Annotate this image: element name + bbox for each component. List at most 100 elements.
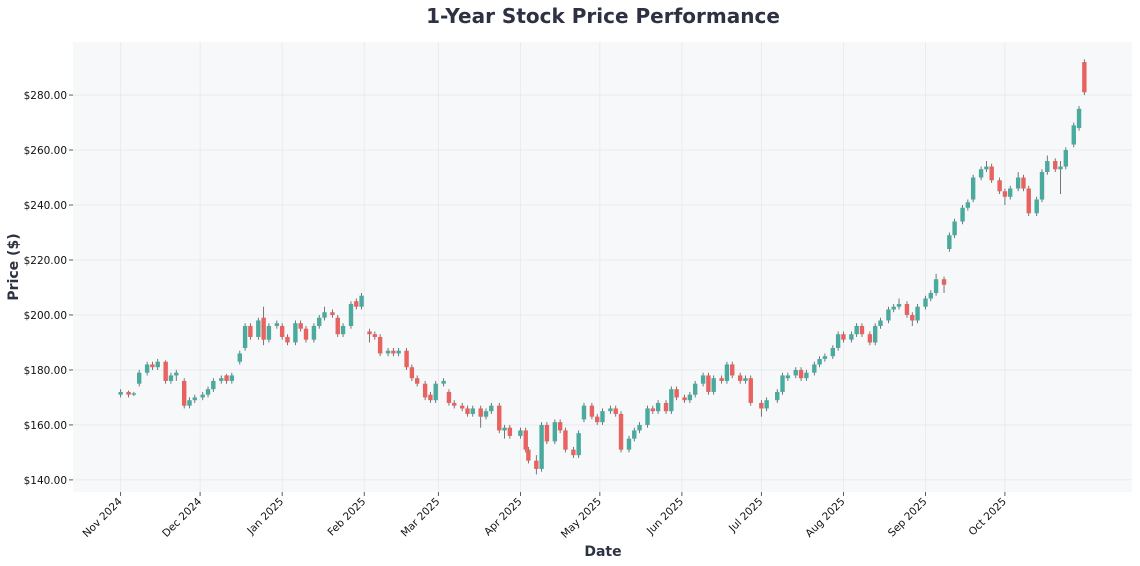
y-tick-label: $140.00 [24, 475, 67, 487]
candle-body [330, 312, 335, 315]
candle [923, 295, 928, 310]
candle-body [205, 389, 211, 395]
candle [544, 422, 550, 445]
candle-body [910, 314, 915, 321]
candle [571, 446, 576, 458]
candle-body [155, 361, 160, 368]
candle [489, 402, 494, 414]
candle-body [706, 375, 711, 392]
candles [118, 59, 1087, 475]
candle [168, 372, 174, 384]
candle-body [497, 405, 502, 431]
candle-body [118, 391, 123, 395]
candle-body [748, 378, 753, 403]
candle [780, 372, 785, 395]
candle-body [1045, 161, 1050, 173]
candle [618, 411, 624, 453]
candle-body [359, 295, 364, 307]
candle-body [1021, 177, 1026, 189]
candle-body [211, 380, 216, 390]
candle [1063, 147, 1069, 170]
candle [997, 177, 1002, 195]
x-tick-label: Aug 2025 [803, 496, 847, 540]
candle-body [242, 325, 248, 348]
candle [155, 358, 160, 370]
candle-body [859, 325, 865, 335]
candle-body [1034, 199, 1039, 214]
candle [534, 455, 539, 475]
candle-body [502, 427, 507, 431]
candle [322, 306, 327, 321]
candle [391, 347, 396, 357]
candle-body [248, 325, 253, 337]
y-tick-label: $260.00 [24, 145, 67, 157]
candle-body [1058, 166, 1063, 170]
candle-body [576, 433, 581, 456]
candle-body [970, 177, 976, 200]
candle-body [724, 364, 730, 381]
candle [507, 424, 513, 439]
candle-body [459, 405, 465, 409]
candle [1008, 185, 1013, 200]
y-tick-label: $220.00 [24, 255, 67, 267]
candle [978, 166, 984, 181]
y-tick-label: $200.00 [24, 310, 67, 322]
candle-body [354, 301, 359, 307]
candle-body [1015, 177, 1021, 189]
candle [737, 372, 743, 384]
candle [266, 323, 272, 343]
x-axis: Nov 2024 Dec 2024 Jan 2025 Feb 2025 Mar 2025… [81, 492, 1009, 541]
candle-body [878, 320, 883, 326]
y-tick-label: $160.00 [24, 420, 67, 432]
candle [163, 360, 168, 384]
candle [1053, 158, 1058, 173]
candle [483, 408, 489, 420]
candle [965, 199, 971, 211]
candle [422, 380, 428, 401]
candle [452, 400, 457, 409]
candle-body [984, 166, 989, 170]
candle-body [298, 323, 303, 329]
candle [608, 405, 613, 414]
candle [229, 372, 235, 384]
candle [947, 232, 952, 252]
candle [669, 386, 674, 414]
candle-body [192, 397, 197, 401]
candle [298, 320, 303, 332]
candle-body [595, 416, 600, 423]
candle-body [507, 427, 513, 436]
candle [335, 314, 340, 337]
candle-body [1002, 191, 1008, 197]
candle [274, 320, 280, 329]
candle [933, 273, 939, 296]
candle [367, 328, 372, 343]
x-tick-label: Sep 2025 [886, 496, 930, 540]
x-tick-label: Apr 2025 [482, 496, 525, 539]
candle [256, 317, 261, 340]
candle-body [759, 402, 764, 409]
candle [1082, 59, 1087, 96]
candle-body [261, 317, 266, 340]
candle-body [200, 394, 205, 398]
candle-body [303, 328, 309, 340]
candle-body [896, 303, 902, 307]
candle-body [817, 358, 822, 365]
candle-body [941, 279, 947, 285]
candle [1039, 169, 1045, 203]
candle-body [539, 424, 544, 469]
candle-body [613, 408, 618, 414]
candle [984, 161, 989, 173]
candle-body [1026, 188, 1031, 214]
candle [396, 347, 401, 357]
candle [645, 405, 650, 428]
candle-body [589, 405, 595, 417]
candle-body [822, 356, 828, 359]
candle-body [669, 389, 674, 412]
candle-body [933, 279, 939, 293]
candle-body [711, 378, 716, 392]
candle-body [581, 405, 587, 420]
candle [348, 301, 354, 329]
candle [928, 290, 933, 302]
candle [1076, 106, 1082, 131]
candle [242, 323, 248, 351]
